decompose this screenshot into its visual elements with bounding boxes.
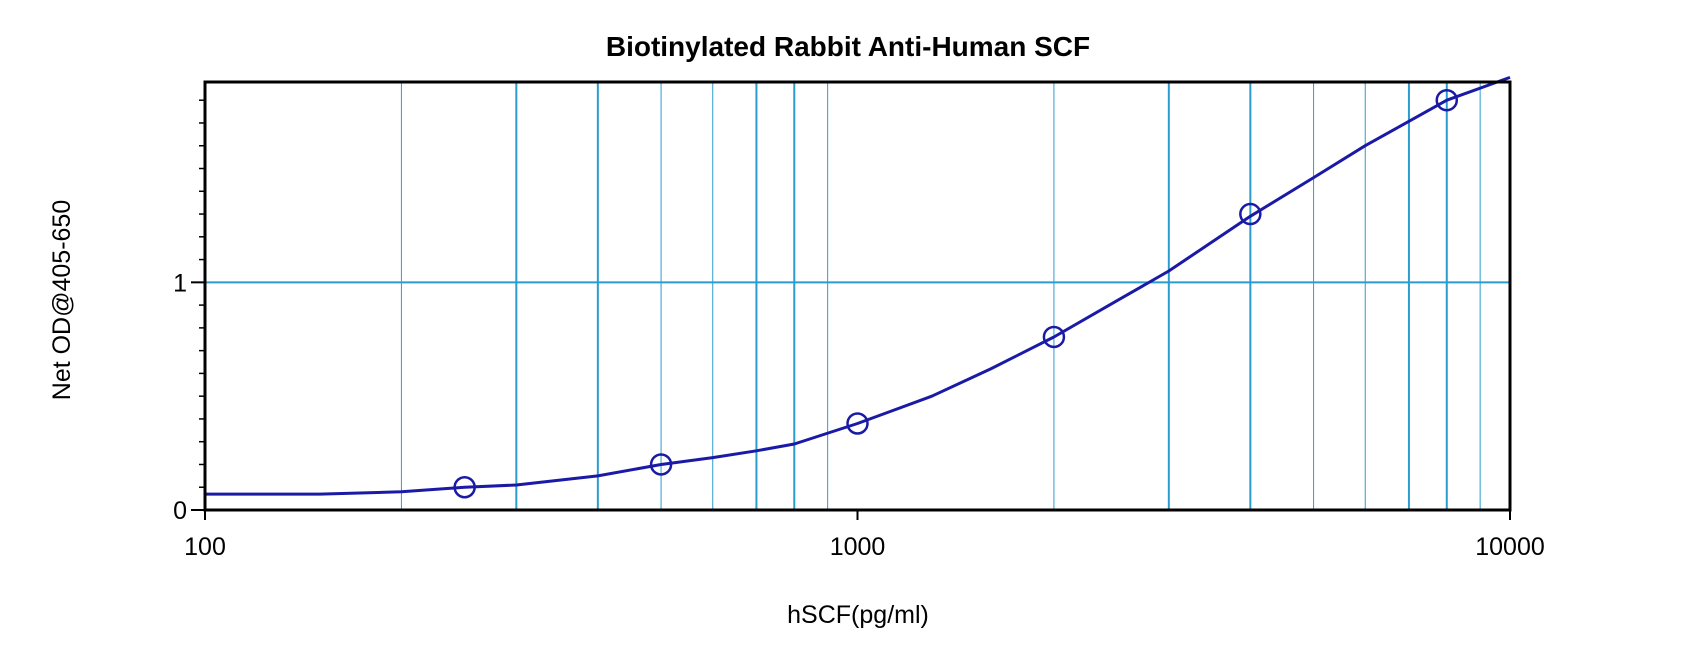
x-tick-label: 10000 xyxy=(1475,533,1545,561)
x-tick-label: 100 xyxy=(184,533,226,561)
y-tick-label: 1 xyxy=(173,269,187,297)
data-point xyxy=(453,475,476,499)
fit-curve-layer xyxy=(205,75,1511,496)
y-axis-label: Net OD@405-650 xyxy=(48,200,76,400)
x-tick-label: 1000 xyxy=(830,533,886,561)
data-point xyxy=(649,453,673,476)
data-point xyxy=(846,412,869,435)
grid xyxy=(205,82,1510,510)
plot-frame xyxy=(203,80,1512,512)
chart-title: Biotinylated Rabbit Anti-Human SCF xyxy=(606,31,1090,62)
data-points-layer xyxy=(453,88,1459,499)
axis-ticks: 100 1000 10000 0 1 xyxy=(173,99,1545,561)
x-axis-label: hSCF(pg/ml) xyxy=(787,601,929,629)
y-tick-label: 0 xyxy=(173,497,187,525)
data-point xyxy=(1435,88,1459,112)
data-point xyxy=(1239,202,1262,226)
fit-curve xyxy=(205,75,1511,496)
data-point xyxy=(1042,325,1066,349)
